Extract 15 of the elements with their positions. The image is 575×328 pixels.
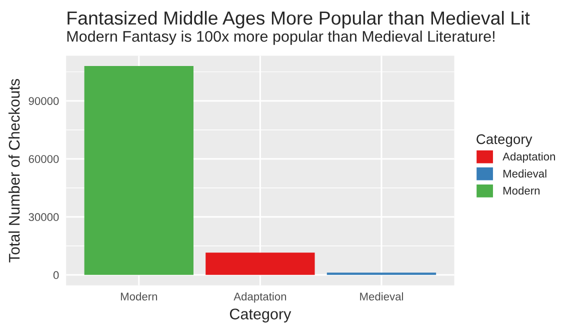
legend-title: Category <box>476 134 532 147</box>
x-tick-label: Adaptation <box>234 292 286 303</box>
y-tick-label: 0 <box>53 271 59 280</box>
chart-subtitle: Modern Fantasy is 100x more popular than Medieval Literature! <box>67 30 494 45</box>
x-tick-label: Medieval <box>360 292 403 300</box>
legend-label: Adaptation <box>502 152 555 163</box>
y-tick-label: 60000 <box>28 155 59 163</box>
x-axis-title: Category <box>230 308 292 322</box>
y-tick-label: 30000 <box>28 213 59 222</box>
x-tick-label: Modern <box>120 292 158 300</box>
y-tick-label: 90000 <box>28 97 59 105</box>
legend-label: Medieval <box>503 169 546 178</box>
y-axis-title: Total Number of Checkouts <box>8 78 20 262</box>
legend-label: Modern <box>503 186 540 195</box>
chart-title: Fantasized Middle Ages More Popular than Medieval Lit <box>68 10 530 28</box>
